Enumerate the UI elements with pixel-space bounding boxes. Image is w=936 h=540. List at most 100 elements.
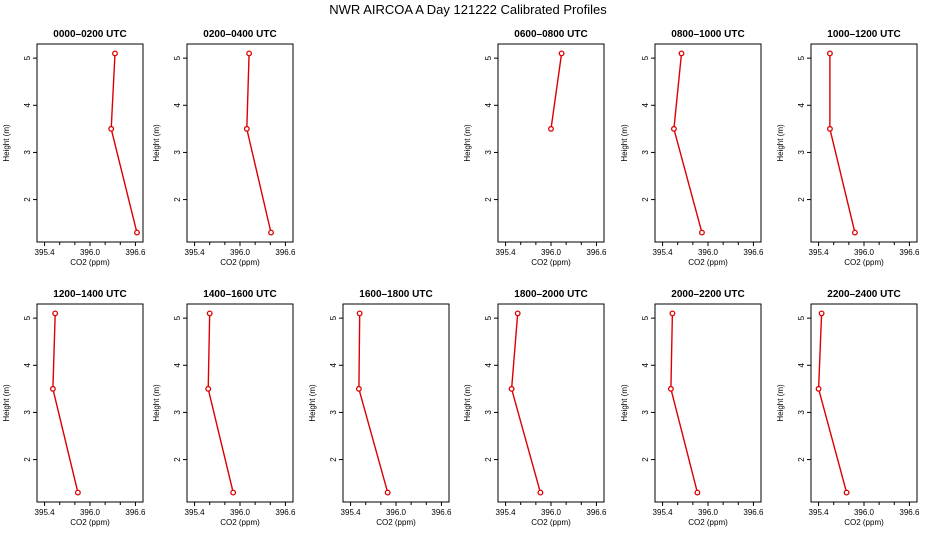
y-tick-label: 5	[23, 315, 32, 320]
data-point	[355, 385, 362, 392]
x-tick-label: 396.6	[743, 508, 764, 517]
y-tick-label: 4	[173, 103, 182, 108]
y-tick-label: 3	[23, 410, 32, 415]
y-tick-label: 4	[641, 103, 650, 108]
y-tick-label: 2	[797, 197, 806, 202]
data-point	[667, 385, 674, 392]
profile-panel: 0600–0800 UTC 395.4 396.0 396.6 2 3 4 5 CO2 (ppm…	[463, 29, 607, 267]
y-tick-label: 5	[797, 315, 806, 320]
y-tick-label: 2	[641, 457, 650, 462]
data-point	[230, 489, 237, 496]
x-tick-label: 395.4	[653, 508, 674, 517]
y-tick-label: 3	[173, 410, 182, 415]
data-point	[694, 489, 701, 496]
x-tick-label: 396.6	[275, 248, 296, 257]
y-axis-label: Height (m)	[776, 384, 785, 422]
y-tick-label: 5	[23, 55, 32, 60]
x-tick-label: 396.0	[230, 508, 251, 517]
x-tick-label: 395.4	[35, 508, 56, 517]
y-tick-label: 5	[641, 55, 650, 60]
data-point	[246, 50, 253, 57]
data-point	[268, 229, 274, 236]
data-point	[243, 125, 250, 132]
y-axis-label: Height (m)	[463, 124, 472, 162]
data-point	[508, 385, 515, 392]
profile-line	[510, 313, 542, 493]
x-tick-label: 396.0	[854, 508, 875, 517]
profile-panel: 1200–1400 UTC 395.4 396.0 396.6 2 3 4 5 CO2 (ppm…	[2, 289, 146, 527]
data-point	[49, 385, 56, 392]
panel-title: 0000–0200 UTC	[53, 29, 126, 40]
y-tick-label: 3	[173, 150, 182, 155]
panel-title: 1600–1800 UTC	[359, 289, 432, 300]
data-point	[548, 125, 554, 132]
y-tick-label: 4	[484, 103, 493, 108]
data-point	[205, 385, 212, 392]
panel-title: 0200–0400 UTC	[203, 29, 276, 40]
y-axis-label: Height (m)	[620, 124, 629, 162]
profile-panel: 2200–2400 UTC 395.4 396.0 396.6 2 3 4 5 CO2 (ppm…	[776, 289, 920, 527]
profile-line	[52, 313, 79, 493]
y-axis-label: Height (m)	[620, 384, 629, 422]
x-tick-label: 396.6	[899, 508, 920, 517]
y-tick-label: 5	[484, 55, 493, 60]
y-tick-label: 2	[23, 197, 32, 202]
y-axis-label: Height (m)	[2, 384, 11, 422]
x-axis-label: CO2 (ppm)	[531, 518, 571, 527]
x-axis-label: CO2 (ppm)	[220, 518, 260, 527]
x-axis-label: CO2 (ppm)	[688, 518, 728, 527]
y-tick-label: 3	[797, 410, 806, 415]
y-tick-label: 5	[797, 55, 806, 60]
x-tick-label: 396.6	[125, 508, 146, 517]
x-axis-label: CO2 (ppm)	[688, 258, 728, 267]
y-tick-label: 4	[329, 363, 338, 368]
y-tick-label: 5	[173, 55, 182, 60]
data-point	[537, 489, 544, 496]
x-tick-label: 395.4	[185, 248, 206, 257]
data-point	[826, 50, 833, 57]
x-tick-label: 396.0	[386, 508, 407, 517]
plot-frame	[36, 43, 144, 243]
panel-title: 1200–1400 UTC	[53, 289, 126, 300]
plot-frame	[497, 303, 605, 503]
data-point	[818, 310, 825, 317]
panel-title: 1000–1200 UTC	[827, 29, 900, 40]
x-tick-label: 396.0	[80, 508, 101, 517]
y-tick-label: 3	[484, 150, 493, 155]
profile-panel: 1000–1200 UTC 395.4 396.0 396.6 2 3 4 5 CO2 (ppm…	[776, 29, 920, 267]
profile-line	[673, 53, 703, 233]
plot-frame	[36, 303, 144, 503]
y-tick-label: 2	[641, 197, 650, 202]
y-tick-label: 5	[173, 315, 182, 320]
profile-line	[246, 53, 272, 233]
y-tick-label: 3	[484, 410, 493, 415]
y-tick-label: 4	[173, 363, 182, 368]
x-axis-label: CO2 (ppm)	[70, 518, 110, 527]
profile-line	[829, 53, 856, 233]
y-tick-label: 3	[641, 410, 650, 415]
x-axis-label: CO2 (ppm)	[844, 518, 884, 527]
data-point	[133, 229, 140, 236]
y-tick-label: 2	[484, 457, 493, 462]
profile-panel: 0000–0200 UTC 395.4 396.0 396.6 2 3 4 5 CO2 (ppm…	[2, 29, 146, 267]
x-tick-label: 396.0	[698, 508, 719, 517]
y-axis-label: Height (m)	[308, 384, 317, 422]
x-tick-label: 395.4	[809, 508, 830, 517]
y-tick-label: 5	[484, 315, 493, 320]
x-tick-label: 395.4	[341, 508, 362, 517]
profile-panel: 1400–1600 UTC 395.4 396.0 396.6 2 3 4 5 CO2 (ppm…	[152, 289, 296, 527]
x-tick-label: 396.0	[541, 248, 562, 257]
x-tick-label: 396.0	[854, 248, 875, 257]
data-point	[558, 50, 565, 57]
y-tick-label: 4	[641, 363, 650, 368]
y-axis-label: Height (m)	[463, 384, 472, 422]
profile-panel: 2000–2200 UTC 395.4 396.0 396.6 2 3 4 5 CO2 (ppm…	[620, 289, 764, 527]
y-tick-label: 2	[23, 457, 32, 462]
y-tick-label: 3	[797, 150, 806, 155]
y-tick-label: 5	[641, 315, 650, 320]
x-axis-label: CO2 (ppm)	[70, 258, 110, 267]
data-point	[384, 489, 391, 496]
x-tick-label: 395.4	[496, 508, 517, 517]
y-tick-label: 4	[797, 363, 806, 368]
x-tick-label: 395.4	[653, 248, 674, 257]
